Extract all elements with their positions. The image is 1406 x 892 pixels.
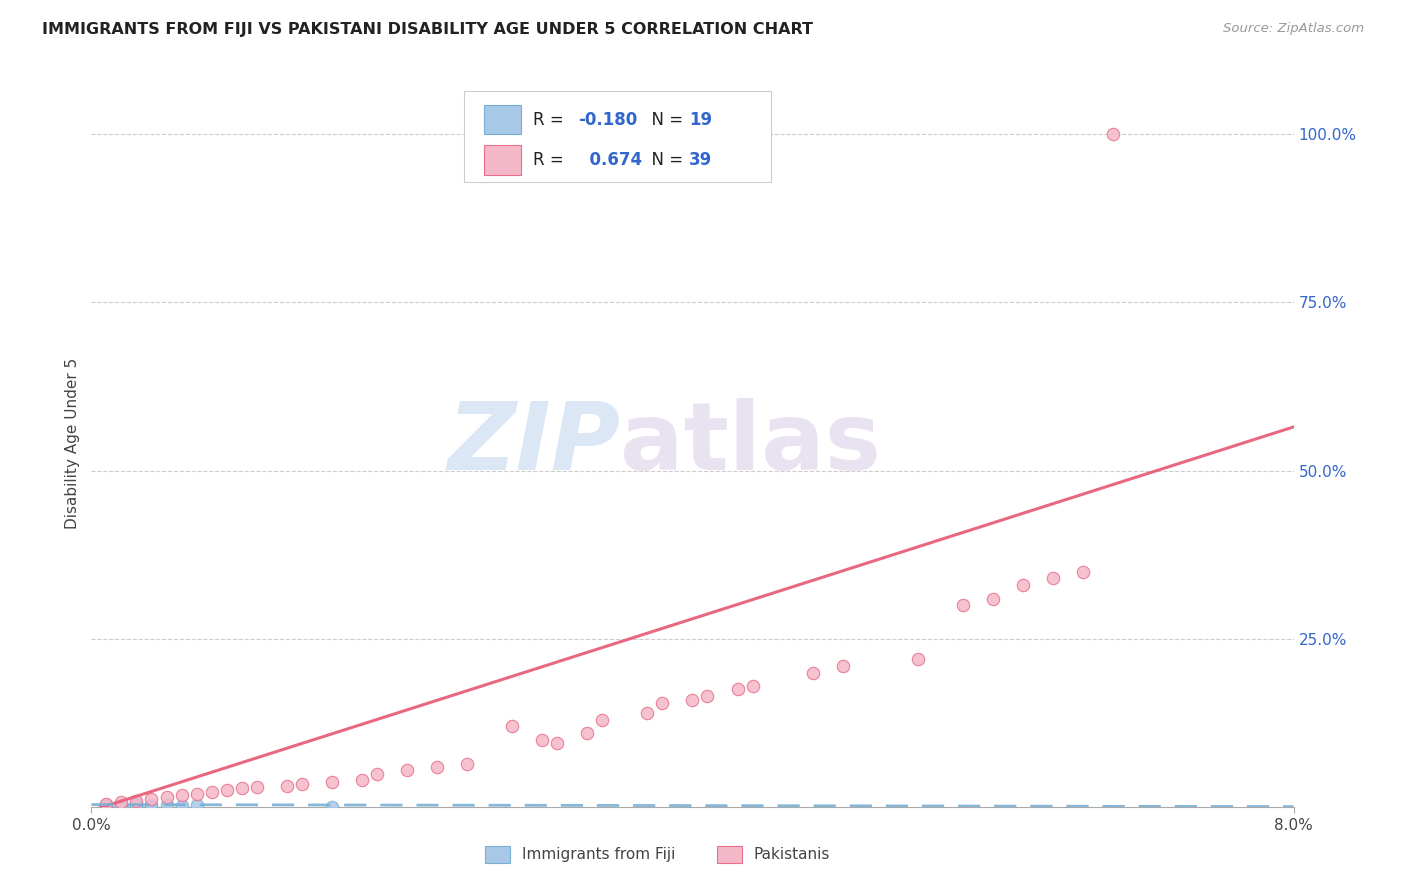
Y-axis label: Disability Age Under 5: Disability Age Under 5	[65, 359, 80, 529]
Point	[125, 798, 148, 813]
Text: -0.180: -0.180	[578, 111, 637, 129]
Point	[110, 799, 132, 814]
Point	[366, 766, 388, 780]
Point	[651, 696, 673, 710]
Point	[96, 798, 118, 813]
Point	[186, 787, 208, 801]
Point	[801, 665, 824, 680]
Point	[291, 777, 314, 791]
Point	[591, 713, 613, 727]
Point	[110, 795, 132, 809]
FancyBboxPatch shape	[464, 91, 770, 182]
FancyBboxPatch shape	[485, 145, 520, 175]
Text: R =: R =	[533, 111, 568, 129]
Point	[501, 719, 523, 733]
Point	[727, 682, 749, 697]
Point	[350, 773, 373, 788]
Text: N =: N =	[641, 151, 688, 169]
Text: 19: 19	[689, 111, 711, 129]
Point	[321, 799, 343, 814]
Point	[96, 798, 118, 813]
Point	[1102, 127, 1125, 141]
FancyBboxPatch shape	[485, 105, 520, 135]
FancyBboxPatch shape	[485, 846, 510, 863]
Point	[110, 798, 132, 813]
Point	[395, 763, 418, 777]
Point	[170, 788, 193, 802]
Point	[952, 599, 974, 613]
Point	[215, 783, 238, 797]
Text: atlas: atlas	[620, 398, 882, 490]
Text: ZIP: ZIP	[447, 398, 620, 490]
Text: Immigrants from Fiji: Immigrants from Fiji	[522, 847, 675, 862]
Point	[531, 733, 554, 747]
Point	[696, 689, 718, 703]
Text: 0.674: 0.674	[578, 151, 643, 169]
Point	[170, 798, 193, 813]
Point	[546, 736, 568, 750]
Point	[1071, 565, 1094, 579]
Text: Pakistanis: Pakistanis	[754, 847, 830, 862]
Text: IMMIGRANTS FROM FIJI VS PAKISTANI DISABILITY AGE UNDER 5 CORRELATION CHART: IMMIGRANTS FROM FIJI VS PAKISTANI DISABI…	[42, 22, 813, 37]
Point	[155, 798, 177, 813]
Point	[201, 785, 224, 799]
Point	[681, 692, 703, 706]
Point	[125, 797, 148, 811]
Point	[981, 591, 1004, 606]
Point	[110, 798, 132, 813]
Point	[636, 706, 658, 720]
Point	[125, 798, 148, 813]
Point	[125, 798, 148, 813]
Point	[741, 679, 763, 693]
Point	[110, 797, 132, 812]
Text: 39: 39	[689, 151, 711, 169]
Point	[246, 780, 269, 794]
Point	[141, 792, 163, 806]
Point	[231, 781, 253, 796]
Point	[276, 779, 298, 793]
Point	[1042, 571, 1064, 585]
Point	[456, 756, 478, 771]
Point	[831, 659, 853, 673]
Point	[96, 797, 118, 811]
Point	[426, 760, 449, 774]
Text: N =: N =	[641, 111, 688, 129]
Point	[186, 798, 208, 813]
FancyBboxPatch shape	[717, 846, 742, 863]
Text: Source: ZipAtlas.com: Source: ZipAtlas.com	[1223, 22, 1364, 36]
Point	[141, 798, 163, 813]
Point	[96, 798, 118, 813]
Point	[155, 790, 177, 805]
Point	[576, 726, 599, 740]
Text: R =: R =	[533, 151, 568, 169]
Point	[907, 652, 929, 666]
Point	[96, 798, 118, 813]
Point	[141, 798, 163, 813]
Point	[321, 774, 343, 789]
Point	[125, 798, 148, 813]
Point	[1012, 578, 1035, 592]
Point	[125, 793, 148, 807]
